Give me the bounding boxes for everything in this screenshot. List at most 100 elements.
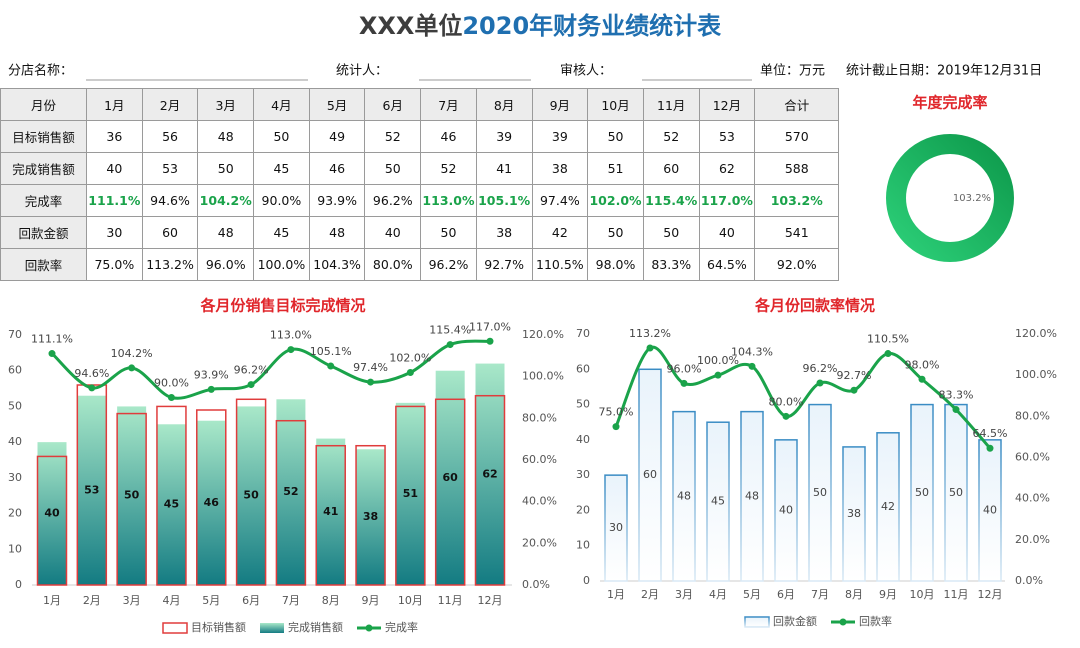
bar [910,403,934,582]
legend-swatch [260,623,284,633]
bar-value-label: 60 [643,468,657,481]
bar [156,405,187,586]
line-value-label: 92.7% [837,369,872,382]
chart-title: 各月份销售目标完成情况 [199,297,365,315]
y-tick-label: 30 [576,468,590,481]
table-cell: 50 [587,216,644,249]
line-value-label: 102.0% [389,352,431,365]
bar-value-label: 38 [363,510,378,523]
table-row: 完成销售额 40 53 50 45 46 50 52 41 38 51 60 62 588 [0,152,840,185]
line-value-label: 97.4% [353,361,388,374]
bar-value-label: 53 [84,483,99,496]
table-row: 完成率 111.1% 94.6% 104.2% 90.0% 93.9% 96.2% 113.0… [0,184,840,217]
info-row: 分店名称： 统计人： 审核人： 单位：万元 统计截止日期：2019年12月31日 [8,63,1042,81]
bar-value-label: 60 [443,471,459,484]
bar [774,439,798,582]
table-row: 回款金额 30 60 48 45 48 40 50 38 42 50 50 40 541 [0,216,840,249]
bar [196,420,226,585]
line-value-label: 98.0% [905,358,940,371]
bar-value-label: 42 [881,500,895,513]
table-cell: 38 [475,216,533,249]
y-tick-label: 20 [8,507,22,520]
table-cell: 回款金额 [0,216,87,249]
table-cell: 100.0% [253,248,310,281]
table-cell: 月份 [0,88,87,121]
bar [842,446,866,582]
table-cell: 合计 [754,88,840,121]
bar-value-label: 40 [983,503,997,516]
line-point [327,362,335,370]
table-cell: 完成率 [0,184,87,217]
table-cell: 8月 [475,88,533,121]
x-tick-label: 3月 [675,588,693,601]
line-point [128,364,136,372]
y-tick-label: 0 [15,578,22,591]
legend-label: 目标销售额 [191,620,246,634]
y-tick-label: 40 [8,435,22,448]
bar [395,402,425,585]
table-cell: 36 [86,120,143,153]
x-tick-label: 8月 [845,588,863,601]
line-point [486,337,494,345]
line-point [287,346,295,354]
table-cell: 94.6% [141,184,199,217]
table-cell: 541 [754,216,840,249]
legend-label: 回款金额 [773,614,817,628]
legend-label: 回款率 [859,614,892,628]
table-cell: 6月 [364,88,422,121]
table-row: 回款率 75.0% 113.2% 96.0% 100.0% 104.3% 80.0% 96.2… [0,248,840,281]
bar [944,403,968,582]
y2-tick-label: 20.0% [522,536,557,549]
y-tick-label: 50 [8,399,22,412]
y2-tick-label: 40.0% [1015,492,1050,505]
table-cell: 113.2% [141,248,199,281]
line-point [367,378,375,386]
bar [474,394,506,586]
table-cell: 48 [197,120,255,153]
line-value-label: 64.5% [973,427,1008,440]
table-cell: 5月 [308,88,366,121]
bar [196,409,227,586]
y-tick-label: 60 [576,362,590,375]
y2-tick-label: 0.0% [522,578,550,591]
line-point [884,350,892,358]
line-value-label: 80.0% [769,395,804,408]
table-cell: 93.9% [308,184,366,217]
bar [36,455,68,586]
bar [355,444,386,586]
x-tick-label: 4月 [709,588,727,601]
line-value-label: 90.0% [154,377,189,390]
table-cell: 92.0% [754,248,840,281]
table-cell: 39 [531,120,589,153]
table-cell: 115.4% [642,184,700,217]
line-point [850,386,858,394]
bar-value-label: 50 [813,486,827,499]
y-tick-label: 30 [8,471,22,484]
table-cell: 12月 [698,88,756,121]
bar [37,442,67,585]
bar [706,421,730,582]
table-cell: 45 [253,216,310,249]
y-tick-label: 10 [576,539,590,552]
table-cell: 588 [754,152,840,185]
y2-tick-label: 100.0% [522,370,564,383]
line-point [48,350,56,358]
line-point [446,341,454,349]
reviewer-label: 审核人： [560,64,612,79]
table-cell: 39 [475,120,533,153]
table-cell: 60 [642,152,700,185]
chart-title: 各月份回款率情况 [754,297,875,315]
line-point [247,381,255,389]
bar [156,424,186,585]
table-cell: 90.0% [253,184,310,217]
line-point [714,371,722,379]
line-value-label: 115.4% [429,324,471,337]
bar [315,444,346,586]
table-cell: 60 [141,216,199,249]
table-cell: 53 [698,120,756,153]
line-value-label: 104.2% [111,347,153,360]
line-point [952,406,960,414]
y2-tick-label: 60.0% [1015,451,1050,464]
